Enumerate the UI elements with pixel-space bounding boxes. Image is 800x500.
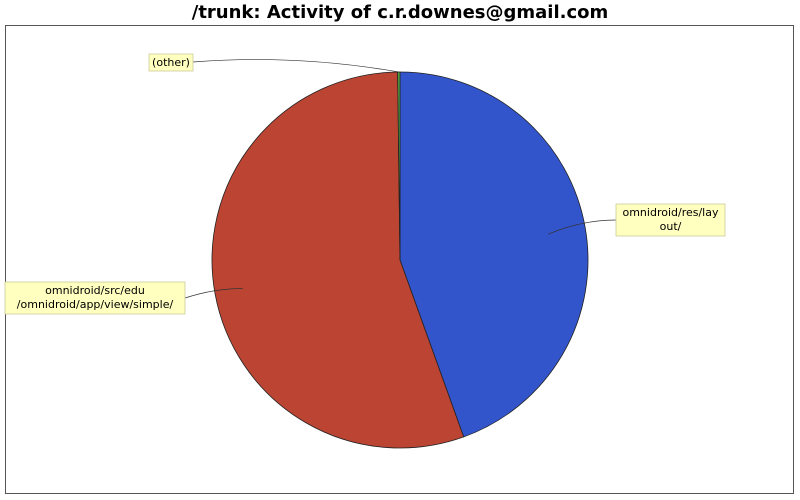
- slice-label-text: omnidroid/src/edu: [45, 284, 145, 297]
- leader-line-2: [184, 288, 243, 299]
- slice-label-text: out/: [660, 220, 682, 233]
- slice-label-3: (other): [148, 53, 194, 72]
- slice-label-box: [148, 53, 194, 72]
- slice-label-box: [4, 281, 186, 315]
- slice-label-text: /omnidroid/app/view/simple/: [17, 298, 174, 311]
- leader-line-3: [192, 59, 399, 73]
- slice-label-box: [615, 203, 726, 237]
- leader-line-1: [548, 219, 617, 235]
- pie-slice-2: [211, 71, 465, 449]
- chart-title: /trunk: Activity of c.r.downes@gmail.com: [191, 2, 609, 23]
- slice-label-text: (other): [152, 56, 190, 69]
- pie-slice-1: [399, 71, 589, 438]
- slice-label-text: omnidroid/res/lay: [622, 206, 718, 219]
- slice-label-2: omnidroid/src/edu/omnidroid/app/view/sim…: [4, 281, 186, 315]
